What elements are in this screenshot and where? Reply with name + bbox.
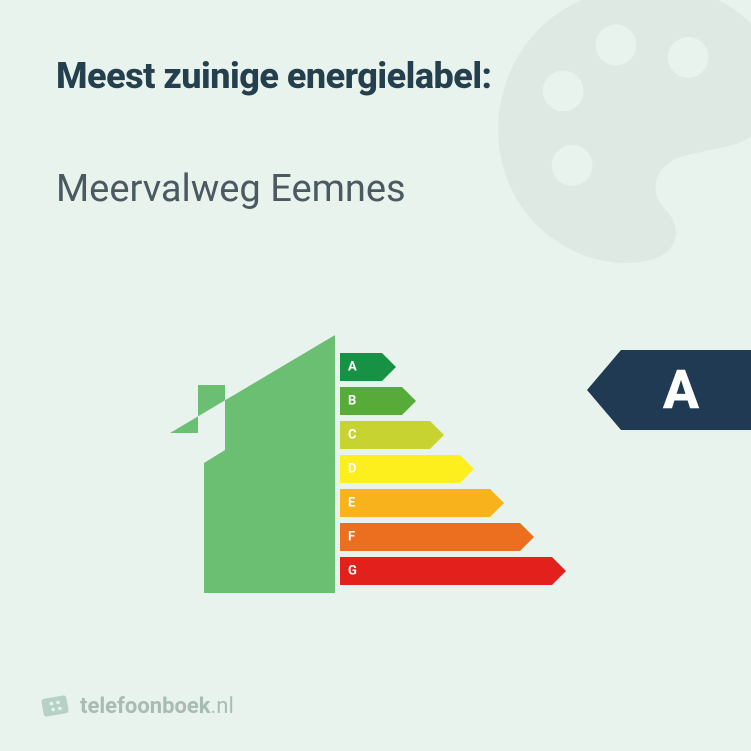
energy-bar-label: A [348,360,357,375]
rating-badge: A [587,350,751,430]
energy-bar-label: F [348,530,355,545]
energy-bar-b: B [340,387,566,415]
energy-label-chart: A B C D E F G [170,335,580,605]
energy-bar-e: E [340,489,566,517]
energy-bar-label: G [348,564,357,579]
energy-bar-a: A [340,353,566,381]
rating-letter: A [663,359,700,422]
energy-bar-label: B [348,394,356,409]
energy-bar-f: F [340,523,566,551]
location-subtitle: Meervalweg Eemnes [56,167,406,211]
brand-text: telefoonboek.nl [80,694,234,719]
energy-bar-d: D [340,455,566,483]
house-icon [170,335,335,600]
energy-bar-label: E [348,496,355,511]
brand-logo-icon [40,691,70,721]
watermark-palette-icon [439,0,751,332]
energy-bar-g: G [340,557,566,585]
energy-bar-c: C [340,421,566,449]
footer-brand: telefoonboek.nl [40,691,234,721]
page-title: Meest zuinige energielabel: [56,55,492,97]
energy-bars: A B C D E F G [340,353,566,591]
energy-bar-label: D [348,462,356,477]
energy-bar-label: C [348,428,357,443]
